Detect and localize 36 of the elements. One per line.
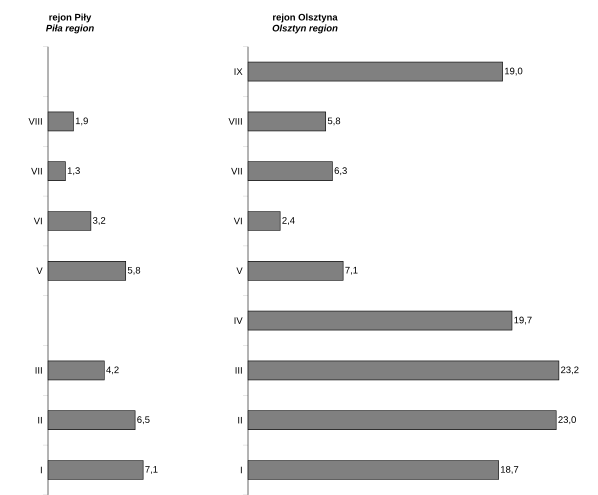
data-label: 6,3 xyxy=(334,167,347,176)
y-tick-label: IX xyxy=(234,68,242,75)
y-tick-label: III xyxy=(236,367,242,374)
y-tick-label: IV xyxy=(234,317,243,324)
data-label: 1,3 xyxy=(68,167,80,176)
data-label: 19,0 xyxy=(505,68,522,76)
y-tick-label: VI xyxy=(234,218,242,224)
y-tick-label: II xyxy=(38,416,42,424)
y-tick-label: VII xyxy=(31,168,42,174)
y-tick-label: II xyxy=(238,416,242,424)
data-label: 19,7 xyxy=(514,316,532,324)
chart-title: rejon Olsztyna xyxy=(273,13,338,22)
data-label: 3,2 xyxy=(92,216,106,225)
y-tick-label: I xyxy=(40,466,42,474)
data-label: 5,8 xyxy=(128,266,140,275)
data-label: 18,7 xyxy=(501,466,518,474)
y-tick-label: VII xyxy=(231,168,242,174)
chart-subtitle: Piła region xyxy=(46,24,94,34)
data-label: 7,1 xyxy=(145,466,158,474)
data-label: 4,2 xyxy=(106,366,119,374)
y-tick-label: VIII xyxy=(228,118,242,125)
data-label: 7,1 xyxy=(345,266,358,275)
data-label: 23,0 xyxy=(558,416,576,424)
chart-subtitle: Olsztyn region xyxy=(272,24,338,34)
y-tick-label: I xyxy=(240,466,242,474)
y-tick-label: VI xyxy=(34,218,42,224)
data-label: 5,8 xyxy=(328,117,340,126)
data-label: 2,4 xyxy=(282,216,295,225)
y-tick-label: VIII xyxy=(28,118,42,125)
y-tick-label: V xyxy=(36,267,43,274)
y-tick-label: V xyxy=(236,267,243,274)
data-label: 1,9 xyxy=(76,117,88,126)
y-tick-label: III xyxy=(36,367,42,374)
chart-title: rejon Piły xyxy=(49,13,92,22)
data-label: 6,5 xyxy=(137,416,150,424)
data-label: 23,2 xyxy=(561,366,579,374)
